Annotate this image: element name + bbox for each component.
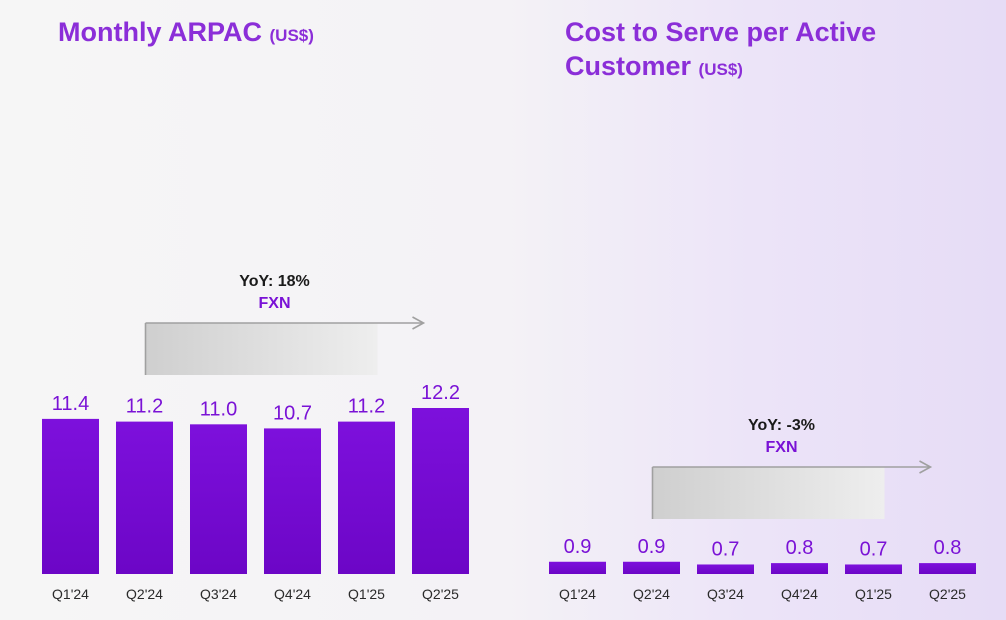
- arpac-bar-q2-24: [116, 421, 173, 574]
- cost-category-label-q1-24: Q1'24: [559, 586, 596, 602]
- arpac-bar-q1-25: [338, 421, 395, 574]
- cost-category-label-q2-25: Q2'25: [929, 586, 966, 602]
- cost-bar-q3-24: [697, 564, 754, 574]
- arpac-chart-panel: Monthly ARPAC (US$) 11.4 Q1'24 11.2 Q2'24 11…: [0, 0, 500, 620]
- arpac-value-label-q2-25: 12.2: [421, 382, 460, 404]
- cost-value-label-q2-25: 0.8: [934, 537, 962, 559]
- cost-category-label-q1-25: Q1'25: [855, 586, 892, 602]
- cost-category-label-q4-24: Q4'24: [781, 586, 818, 602]
- arpac-bar-chart: 11.4 Q1'24 11.2 Q2'24 11.0 Q3'24 10.7 Q4'24 11.2…: [42, 273, 469, 602]
- cost-to-serve-chart-panel: Cost to Serve per Active Customer (US$) …: [503, 0, 1006, 620]
- arpac-bar-q2-25: [412, 408, 469, 574]
- arpac-value-label-q1-25: 11.2: [348, 396, 385, 418]
- arpac-value-label-q4-24: 10.7: [273, 402, 312, 424]
- arpac-title-text: Monthly ARPAC: [58, 17, 262, 47]
- cost-fxn-label: FXN: [766, 439, 798, 456]
- arpac-value-label-q3-24: 11.0: [200, 398, 237, 420]
- cost-to-serve-title-unit: (US$): [698, 60, 743, 79]
- cost-to-serve-bar-chart: 0.9 Q1'24 0.9 Q2'24 0.7 Q3'24 0.8 Q4'24 0.7 Q1'25…: [549, 417, 976, 602]
- cost-bar-q2-25: [919, 563, 976, 574]
- arpac-category-label-q1-25: Q1'25: [348, 586, 385, 602]
- cost-bar-q4-24: [771, 563, 828, 574]
- arpac-yoy-arrow-icon: [144, 316, 426, 375]
- arpac-bar-q3-24: [190, 424, 247, 574]
- cost-category-label-q2-24: Q2'24: [633, 586, 670, 602]
- arpac-value-label-q1-24: 11.4: [52, 393, 89, 415]
- arpac-title-unit: (US$): [269, 26, 314, 45]
- cost-value-label-q4-24: 0.8: [786, 537, 814, 559]
- arpac-value-label-q2-24: 11.2: [126, 396, 163, 418]
- arpac-category-label-q4-24: Q4'24: [274, 586, 311, 602]
- arpac-category-label-q2-25: Q2'25: [422, 586, 459, 602]
- arpac-chart-title: Monthly ARPAC (US$): [58, 15, 478, 53]
- arpac-bar-q1-24: [42, 418, 99, 574]
- cost-category-label-q3-24: Q3'24: [707, 586, 744, 602]
- arpac-category-label-q3-24: Q3'24: [200, 586, 237, 602]
- cost-value-label-q2-24: 0.9: [638, 536, 666, 558]
- cost-yoy-label: YoY: -3%: [748, 417, 815, 434]
- cost-bar-q2-24: [623, 561, 680, 574]
- cost-to-serve-chart-title: Cost to Serve per Active Customer (US$): [565, 15, 985, 87]
- arpac-yoy-arrow-shade: [145, 323, 378, 375]
- cost-bar-q1-24: [549, 561, 606, 574]
- cost-value-label-q1-24: 0.9: [564, 536, 592, 558]
- arpac-fxn-label: FXN: [259, 295, 291, 312]
- arpac-category-label-q1-24: Q1'24: [52, 586, 89, 602]
- cost-yoy-arrow-shade: [652, 467, 885, 519]
- cost-bar-q1-25: [845, 564, 902, 574]
- cost-to-serve-title-text: Cost to Serve per Active Customer: [565, 17, 877, 81]
- arpac-yoy-label: YoY: 18%: [239, 273, 310, 290]
- cost-value-label-q3-24: 0.7: [712, 538, 740, 560]
- arpac-bar-q4-24: [264, 428, 321, 574]
- cost-value-label-q1-25: 0.7: [860, 538, 888, 560]
- cost-yoy-arrow-icon: [651, 460, 933, 519]
- arpac-category-label-q2-24: Q2'24: [126, 586, 163, 602]
